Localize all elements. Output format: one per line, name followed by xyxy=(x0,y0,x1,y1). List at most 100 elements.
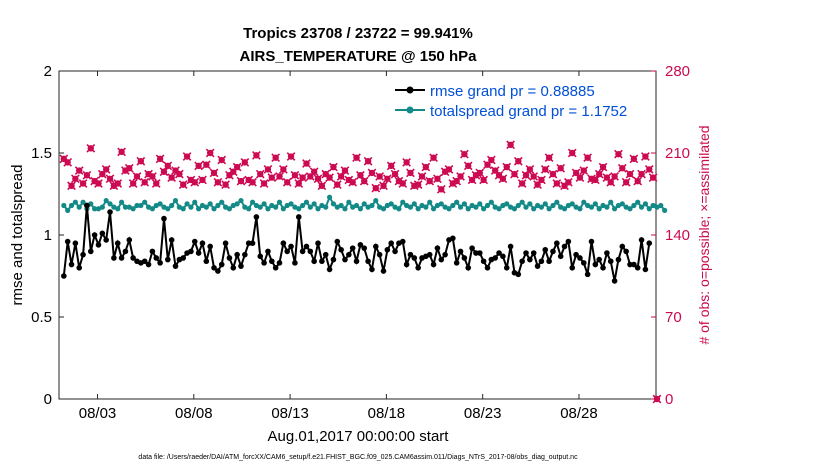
rmse-point xyxy=(257,253,264,260)
obs-count-marker xyxy=(402,158,411,167)
totalspread-point xyxy=(662,207,668,213)
obs-assimilated-marker xyxy=(232,162,242,172)
totalspread-point xyxy=(172,197,179,204)
totalspread-point xyxy=(504,201,510,207)
totalspread-point xyxy=(92,206,98,212)
rmse-point xyxy=(380,268,387,274)
x-tick-label: 08/18 xyxy=(368,405,406,422)
obs-assimilated-marker xyxy=(94,179,103,188)
obs-assimilated-marker xyxy=(209,168,219,178)
totalspread-point xyxy=(407,204,414,210)
obs-count-marker xyxy=(510,169,519,179)
totalspread-point xyxy=(511,206,518,212)
rmse-point xyxy=(527,256,533,263)
totalspread-point xyxy=(68,202,75,209)
obs-count-marker xyxy=(606,177,616,187)
rmse-point xyxy=(338,246,344,253)
obs-assimilated-marker xyxy=(382,174,392,184)
obs-count-marker xyxy=(429,153,438,163)
totalspread-point xyxy=(188,204,194,210)
obs-count-marker xyxy=(240,158,250,167)
obs-count-marker xyxy=(198,175,207,185)
rmse-point xyxy=(126,237,133,243)
totalspread-point xyxy=(461,201,467,207)
rmse-point xyxy=(76,265,83,271)
obs-assimilated-marker xyxy=(101,165,111,174)
obs-count-marker xyxy=(298,173,307,182)
obs-count-marker xyxy=(417,172,427,181)
rmse-point xyxy=(292,260,298,266)
totalspread-point xyxy=(642,201,649,207)
obs-count-marker xyxy=(359,176,369,186)
rmse-point xyxy=(230,265,237,271)
rmse-point xyxy=(80,251,86,258)
rmse-point xyxy=(465,265,472,271)
totalspread-point xyxy=(122,204,129,210)
rmse-point xyxy=(103,237,109,243)
rmse-point xyxy=(226,255,233,261)
rmse-point xyxy=(557,253,564,260)
obs-assimilated-marker xyxy=(140,177,150,187)
obs-assimilated-marker xyxy=(648,173,658,182)
totalspread-point xyxy=(330,201,337,207)
x-tick-label: 08/03 xyxy=(79,405,117,422)
totalspread-point xyxy=(527,201,533,207)
obs-count-marker xyxy=(375,172,385,181)
obs-assimilated-marker xyxy=(413,180,423,189)
totalspread-point xyxy=(326,194,333,200)
rmse-point xyxy=(623,248,629,255)
obs-count-marker xyxy=(136,156,146,166)
totalspread-point xyxy=(450,202,456,209)
obs-count-marker xyxy=(190,177,200,187)
obs-count-marker xyxy=(548,169,558,179)
rmse-point xyxy=(538,258,545,265)
totalspread-point xyxy=(288,201,294,207)
obs-assimilated-marker xyxy=(625,169,635,179)
totalspread-point xyxy=(149,206,156,212)
obs-assimilated-marker xyxy=(128,179,138,188)
chart-subtitle: AIRS_TEMPERATURE @ 150 hPa xyxy=(240,48,478,65)
rmse-point xyxy=(492,255,498,261)
totalspread-point xyxy=(307,204,313,210)
obs-assimilated-marker xyxy=(371,183,381,193)
totalspread-point xyxy=(496,206,502,212)
rmse-point xyxy=(438,256,445,263)
obs-assimilated-marker xyxy=(302,159,311,168)
obs-assimilated-marker xyxy=(163,161,173,171)
totalspread-point xyxy=(457,204,464,210)
obs-count-marker xyxy=(356,170,365,180)
rmse-point xyxy=(365,258,371,265)
obs-count-marker xyxy=(267,173,277,182)
obs-assimilated-marker xyxy=(290,170,300,180)
totalspread-point xyxy=(473,204,479,210)
rmse-point xyxy=(172,263,179,269)
rmse-point xyxy=(392,248,398,255)
obs-count-marker xyxy=(502,162,512,172)
obs-count-marker xyxy=(629,154,639,164)
rmse-point xyxy=(415,265,421,271)
rmse-point xyxy=(165,256,171,263)
rmse-point xyxy=(534,263,541,269)
rmse-point xyxy=(199,240,206,246)
rmse-point xyxy=(369,266,375,273)
obs-count-marker xyxy=(217,155,227,165)
obs-count-marker xyxy=(348,177,358,187)
totalspread-point xyxy=(226,206,233,212)
rmse-point xyxy=(561,243,568,250)
y2-tick-label: 0 xyxy=(665,391,673,408)
totalspread-point xyxy=(554,199,560,205)
rmse-point xyxy=(222,240,229,246)
totalspread-point xyxy=(519,199,525,205)
totalspread-point xyxy=(249,199,256,205)
obs-assimilated-marker xyxy=(398,179,408,188)
obs-assimilated-marker xyxy=(63,158,73,167)
rmse-point xyxy=(191,238,198,245)
obs-count-marker xyxy=(529,172,539,181)
obs-count-marker xyxy=(460,149,469,159)
rmse-point xyxy=(107,209,113,215)
obs-assimilated-marker xyxy=(652,394,662,404)
totalspread-point xyxy=(72,199,78,205)
obs-count-marker xyxy=(398,179,408,188)
y-tick-label: 0.5 xyxy=(31,309,52,326)
obs-count-marker xyxy=(517,179,527,188)
